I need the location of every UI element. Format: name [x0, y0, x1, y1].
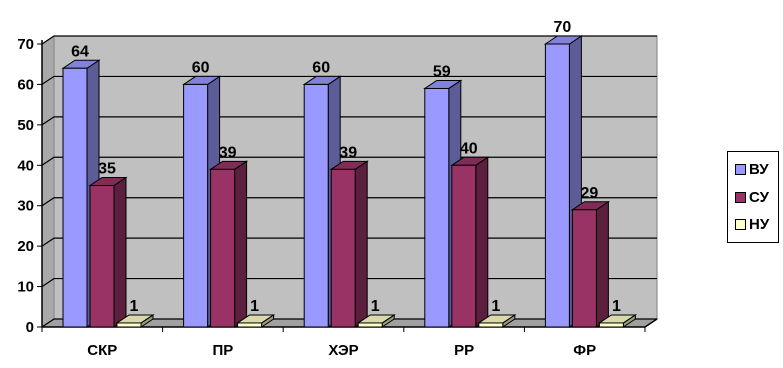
data-label: 39 [339, 144, 357, 161]
x-tick-label: ФР [573, 342, 596, 359]
x-tick-label: СКР [87, 342, 117, 359]
data-label: 60 [312, 59, 330, 76]
bar-ВУ-ХЭР [303, 83, 329, 328]
data-label: 29 [581, 185, 599, 202]
bar-СУ-ПР [210, 168, 236, 328]
legend: ВУ СУ НУ [727, 151, 779, 243]
y-tick-label: 40 [17, 157, 34, 174]
legend-swatch-vu [735, 163, 746, 175]
data-label: 59 [433, 63, 451, 80]
gridline [41, 35, 657, 45]
data-label: 1 [612, 298, 621, 315]
bar-ВУ-ПР [183, 83, 209, 328]
bar-ВУ-СКР [62, 67, 88, 328]
x-tick-label: ХЭР [328, 342, 358, 359]
bar-ВУ-ФР [544, 43, 570, 328]
bar-НУ-ФР [598, 322, 624, 328]
data-label: 39 [219, 144, 237, 161]
bar-СУ-СКР [89, 185, 115, 328]
data-label: 64 [71, 43, 89, 60]
bar-side-СУ [595, 200, 609, 328]
data-label: 60 [192, 59, 210, 76]
y-tick-label: 30 [17, 198, 34, 215]
data-label: 1 [130, 298, 139, 315]
bar-СУ-ХЭР [330, 168, 356, 328]
data-label: 1 [371, 298, 380, 315]
y-tick-label: 0 [26, 319, 34, 336]
legend-label-nu: НУ [749, 215, 770, 233]
bar-side-СУ [234, 160, 248, 328]
bar-НУ-СКР [116, 322, 142, 328]
bar-НУ-ПР [237, 322, 263, 328]
x-tick-label: ПР [213, 342, 234, 359]
legend-swatch-su [735, 191, 746, 203]
data-label: 1 [491, 298, 500, 315]
legend-label-su: СУ [749, 188, 769, 206]
y-tick-label: 50 [17, 117, 34, 134]
y-tick-label: 20 [17, 238, 34, 255]
legend-item-nu: НУ [735, 215, 770, 233]
legend-item-vu: ВУ [735, 160, 769, 178]
legend-swatch-nu [735, 218, 746, 230]
y-tick-label: 70 [17, 36, 34, 53]
bar-side-СУ [475, 156, 489, 328]
bar-НУ-ХЭР [357, 322, 383, 328]
bar-side-СУ [113, 176, 127, 328]
bar-СУ-РР [451, 164, 477, 328]
bar-НУ-РР [478, 322, 504, 328]
y-tick-label: 60 [17, 76, 34, 93]
y-tick-label: 10 [17, 279, 34, 296]
legend-label-vu: ВУ [749, 160, 769, 178]
bar-ВУ-РР [424, 87, 450, 328]
x-axis-end [644, 318, 658, 328]
data-label: 35 [98, 161, 116, 178]
plot-side-wall [41, 35, 55, 328]
data-label: 70 [554, 19, 572, 36]
x-tick-label: РР [454, 342, 474, 359]
data-label: 40 [460, 140, 478, 157]
gridline [41, 75, 657, 85]
legend-item-su: СУ [735, 188, 769, 206]
data-label: 1 [250, 298, 259, 315]
bar-СУ-ФР [571, 209, 597, 328]
bar-side-СУ [354, 160, 368, 328]
